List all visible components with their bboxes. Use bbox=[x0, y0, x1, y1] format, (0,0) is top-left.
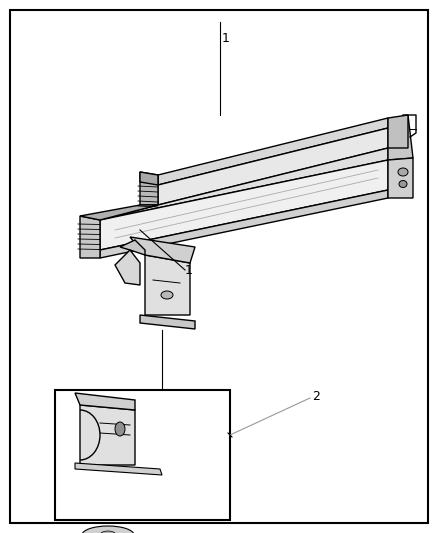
Polygon shape bbox=[158, 128, 388, 205]
Ellipse shape bbox=[161, 291, 173, 299]
Text: 1: 1 bbox=[222, 31, 230, 44]
Polygon shape bbox=[140, 315, 195, 329]
Polygon shape bbox=[115, 250, 140, 285]
Polygon shape bbox=[388, 158, 413, 198]
Polygon shape bbox=[80, 205, 158, 220]
Polygon shape bbox=[100, 190, 388, 258]
Bar bbox=[55, 390, 230, 520]
Polygon shape bbox=[140, 172, 158, 185]
Polygon shape bbox=[120, 240, 145, 255]
Polygon shape bbox=[145, 255, 190, 315]
Polygon shape bbox=[100, 148, 388, 220]
Polygon shape bbox=[388, 115, 408, 148]
Text: 2: 2 bbox=[312, 390, 320, 402]
Polygon shape bbox=[158, 118, 388, 185]
Polygon shape bbox=[80, 405, 135, 465]
Text: 1: 1 bbox=[185, 263, 193, 277]
Ellipse shape bbox=[100, 531, 116, 533]
Ellipse shape bbox=[82, 526, 134, 533]
Polygon shape bbox=[100, 160, 388, 250]
Ellipse shape bbox=[399, 181, 407, 188]
Ellipse shape bbox=[115, 422, 125, 436]
Polygon shape bbox=[140, 172, 158, 205]
Polygon shape bbox=[75, 463, 162, 475]
Polygon shape bbox=[388, 115, 413, 160]
Polygon shape bbox=[75, 393, 135, 410]
Polygon shape bbox=[80, 216, 100, 258]
Ellipse shape bbox=[398, 168, 408, 176]
Polygon shape bbox=[130, 237, 195, 263]
